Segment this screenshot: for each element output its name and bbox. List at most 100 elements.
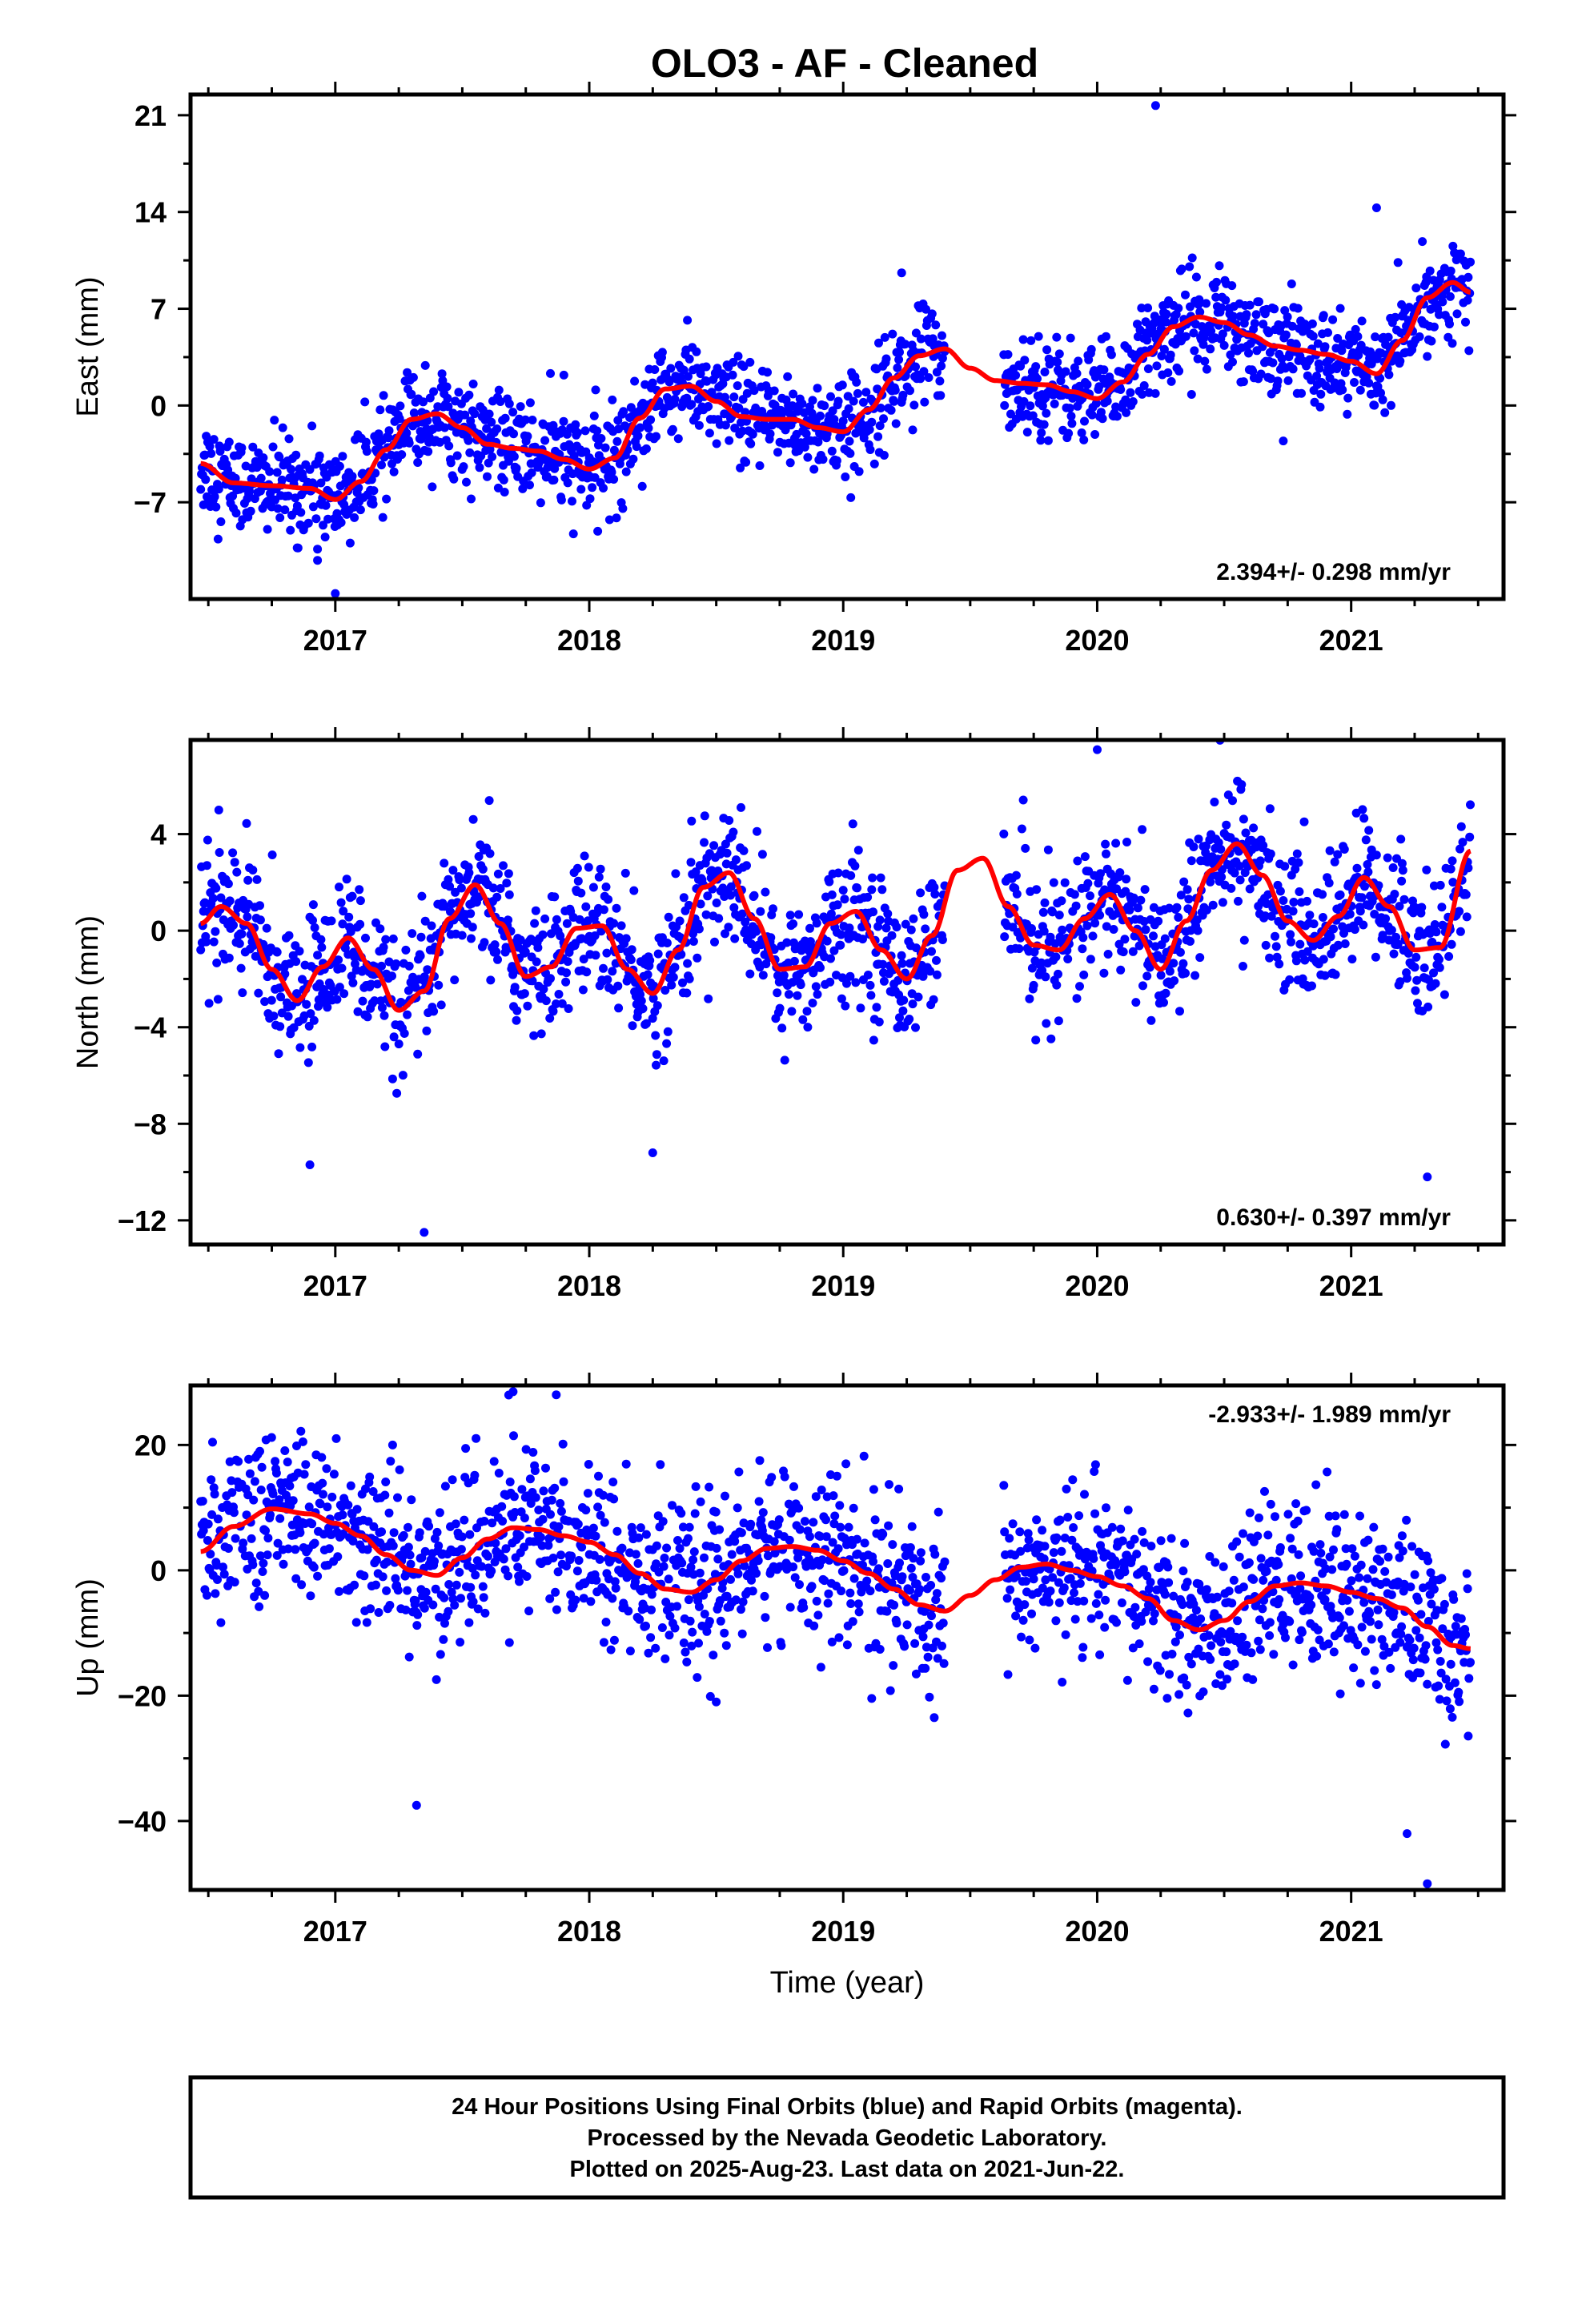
up-data-point	[1296, 1571, 1306, 1581]
up-data-point	[858, 1560, 867, 1570]
north-data-point	[752, 927, 761, 936]
north-data-point	[502, 879, 512, 888]
up-data-point	[668, 1501, 677, 1510]
east-data-point	[1142, 336, 1152, 345]
north-data-point	[1339, 928, 1348, 938]
east-data-point	[928, 334, 938, 344]
north-data-point	[1378, 931, 1387, 940]
east-data-point	[637, 481, 647, 491]
north-data-point	[1063, 955, 1073, 963]
north-data-point	[1216, 845, 1226, 854]
up-data-point	[841, 1459, 851, 1469]
up-data-point	[687, 1641, 697, 1651]
north-data-point	[696, 899, 705, 909]
up-data-point	[1046, 1586, 1055, 1596]
up-data-point	[283, 1544, 293, 1554]
up-data-point	[1039, 1554, 1049, 1563]
up-data-point	[471, 1570, 480, 1580]
up-data-point	[657, 1623, 667, 1632]
east-data-point	[303, 518, 313, 528]
east-data-point	[1018, 335, 1028, 344]
up-data-point	[1008, 1519, 1018, 1529]
north-data-point	[1227, 883, 1236, 893]
up-data-point	[313, 1571, 323, 1581]
up-data-point	[932, 1589, 942, 1598]
north-data-point	[251, 951, 260, 961]
north-data-point	[228, 848, 238, 858]
east-data-point	[420, 360, 430, 370]
east-data-point	[428, 482, 437, 492]
east-data-point	[905, 386, 914, 396]
up-data-point	[1074, 1511, 1084, 1521]
up-data-point	[524, 1606, 534, 1616]
north-data-point	[1086, 891, 1094, 901]
north-data-point	[661, 986, 670, 995]
up-data-point	[885, 1480, 893, 1490]
up-data-point	[1219, 1562, 1228, 1571]
east-data-point	[1403, 316, 1413, 325]
up-data-point	[230, 1578, 239, 1587]
up-data-point	[760, 1591, 769, 1601]
up-data-point	[1150, 1609, 1159, 1618]
east-data-point	[1042, 408, 1051, 418]
up-data-point	[550, 1483, 560, 1493]
north-data-point	[1294, 858, 1303, 867]
north-data-point	[1090, 919, 1100, 928]
north-data-point	[1234, 896, 1243, 906]
up-data-point	[421, 1587, 431, 1597]
up-data-point	[275, 1495, 284, 1505]
north-data-point	[877, 885, 887, 895]
north-data-point	[420, 972, 429, 982]
up-data-point	[487, 1566, 496, 1576]
north-data-point	[1072, 994, 1082, 1003]
east-data-point	[1150, 388, 1160, 398]
up-data-point	[250, 1477, 259, 1486]
north-data-point	[1272, 952, 1282, 962]
x-tick-label: 2018	[557, 624, 621, 657]
up-data-point	[531, 1493, 540, 1502]
up-data-point	[1011, 1571, 1021, 1581]
up-data-point	[304, 1502, 314, 1512]
north-data-point	[1101, 839, 1110, 849]
east-data-point	[1463, 296, 1472, 305]
north-data-point	[1115, 868, 1125, 878]
up-data-point	[504, 1638, 514, 1647]
north-data-point	[1265, 953, 1275, 963]
north-data-point	[1184, 895, 1194, 904]
up-data-point	[450, 1600, 460, 1610]
north-data-point	[930, 890, 940, 899]
north-data-point	[1266, 849, 1275, 858]
north-data-point	[1359, 920, 1368, 930]
east-data-point	[1380, 408, 1390, 417]
up-data-point	[853, 1534, 861, 1544]
up-data-point	[789, 1482, 798, 1491]
north-data-point	[335, 983, 344, 992]
north-data-point	[1178, 959, 1188, 968]
east-data-point	[568, 497, 576, 506]
north-data-point	[1435, 955, 1443, 964]
north-data-point	[1128, 947, 1138, 956]
east-data-point	[1122, 408, 1131, 417]
east-data-point	[737, 426, 747, 436]
up-data-point	[368, 1487, 378, 1496]
north-data-point	[670, 963, 680, 972]
east-data-point	[256, 473, 266, 483]
east-plot-frame	[188, 92, 1506, 601]
north-data-point	[604, 895, 613, 904]
north-data-point	[1070, 890, 1079, 899]
east-data-point	[549, 475, 559, 485]
up-data-point	[268, 1490, 278, 1498]
east-data-point	[1195, 308, 1205, 317]
north-data-point	[556, 931, 565, 941]
north-data-point	[1371, 952, 1380, 962]
north-data-point	[1032, 885, 1042, 895]
east-data-point	[1248, 367, 1258, 376]
north-data-point	[652, 1001, 662, 1011]
up-data-point	[1006, 1585, 1015, 1594]
east-data-point	[209, 435, 219, 444]
north-data-point	[609, 919, 619, 928]
up-data-point	[1017, 1632, 1026, 1642]
east-data-point	[1452, 309, 1462, 319]
up-data-point	[933, 1654, 942, 1663]
up-data-point	[432, 1527, 442, 1537]
